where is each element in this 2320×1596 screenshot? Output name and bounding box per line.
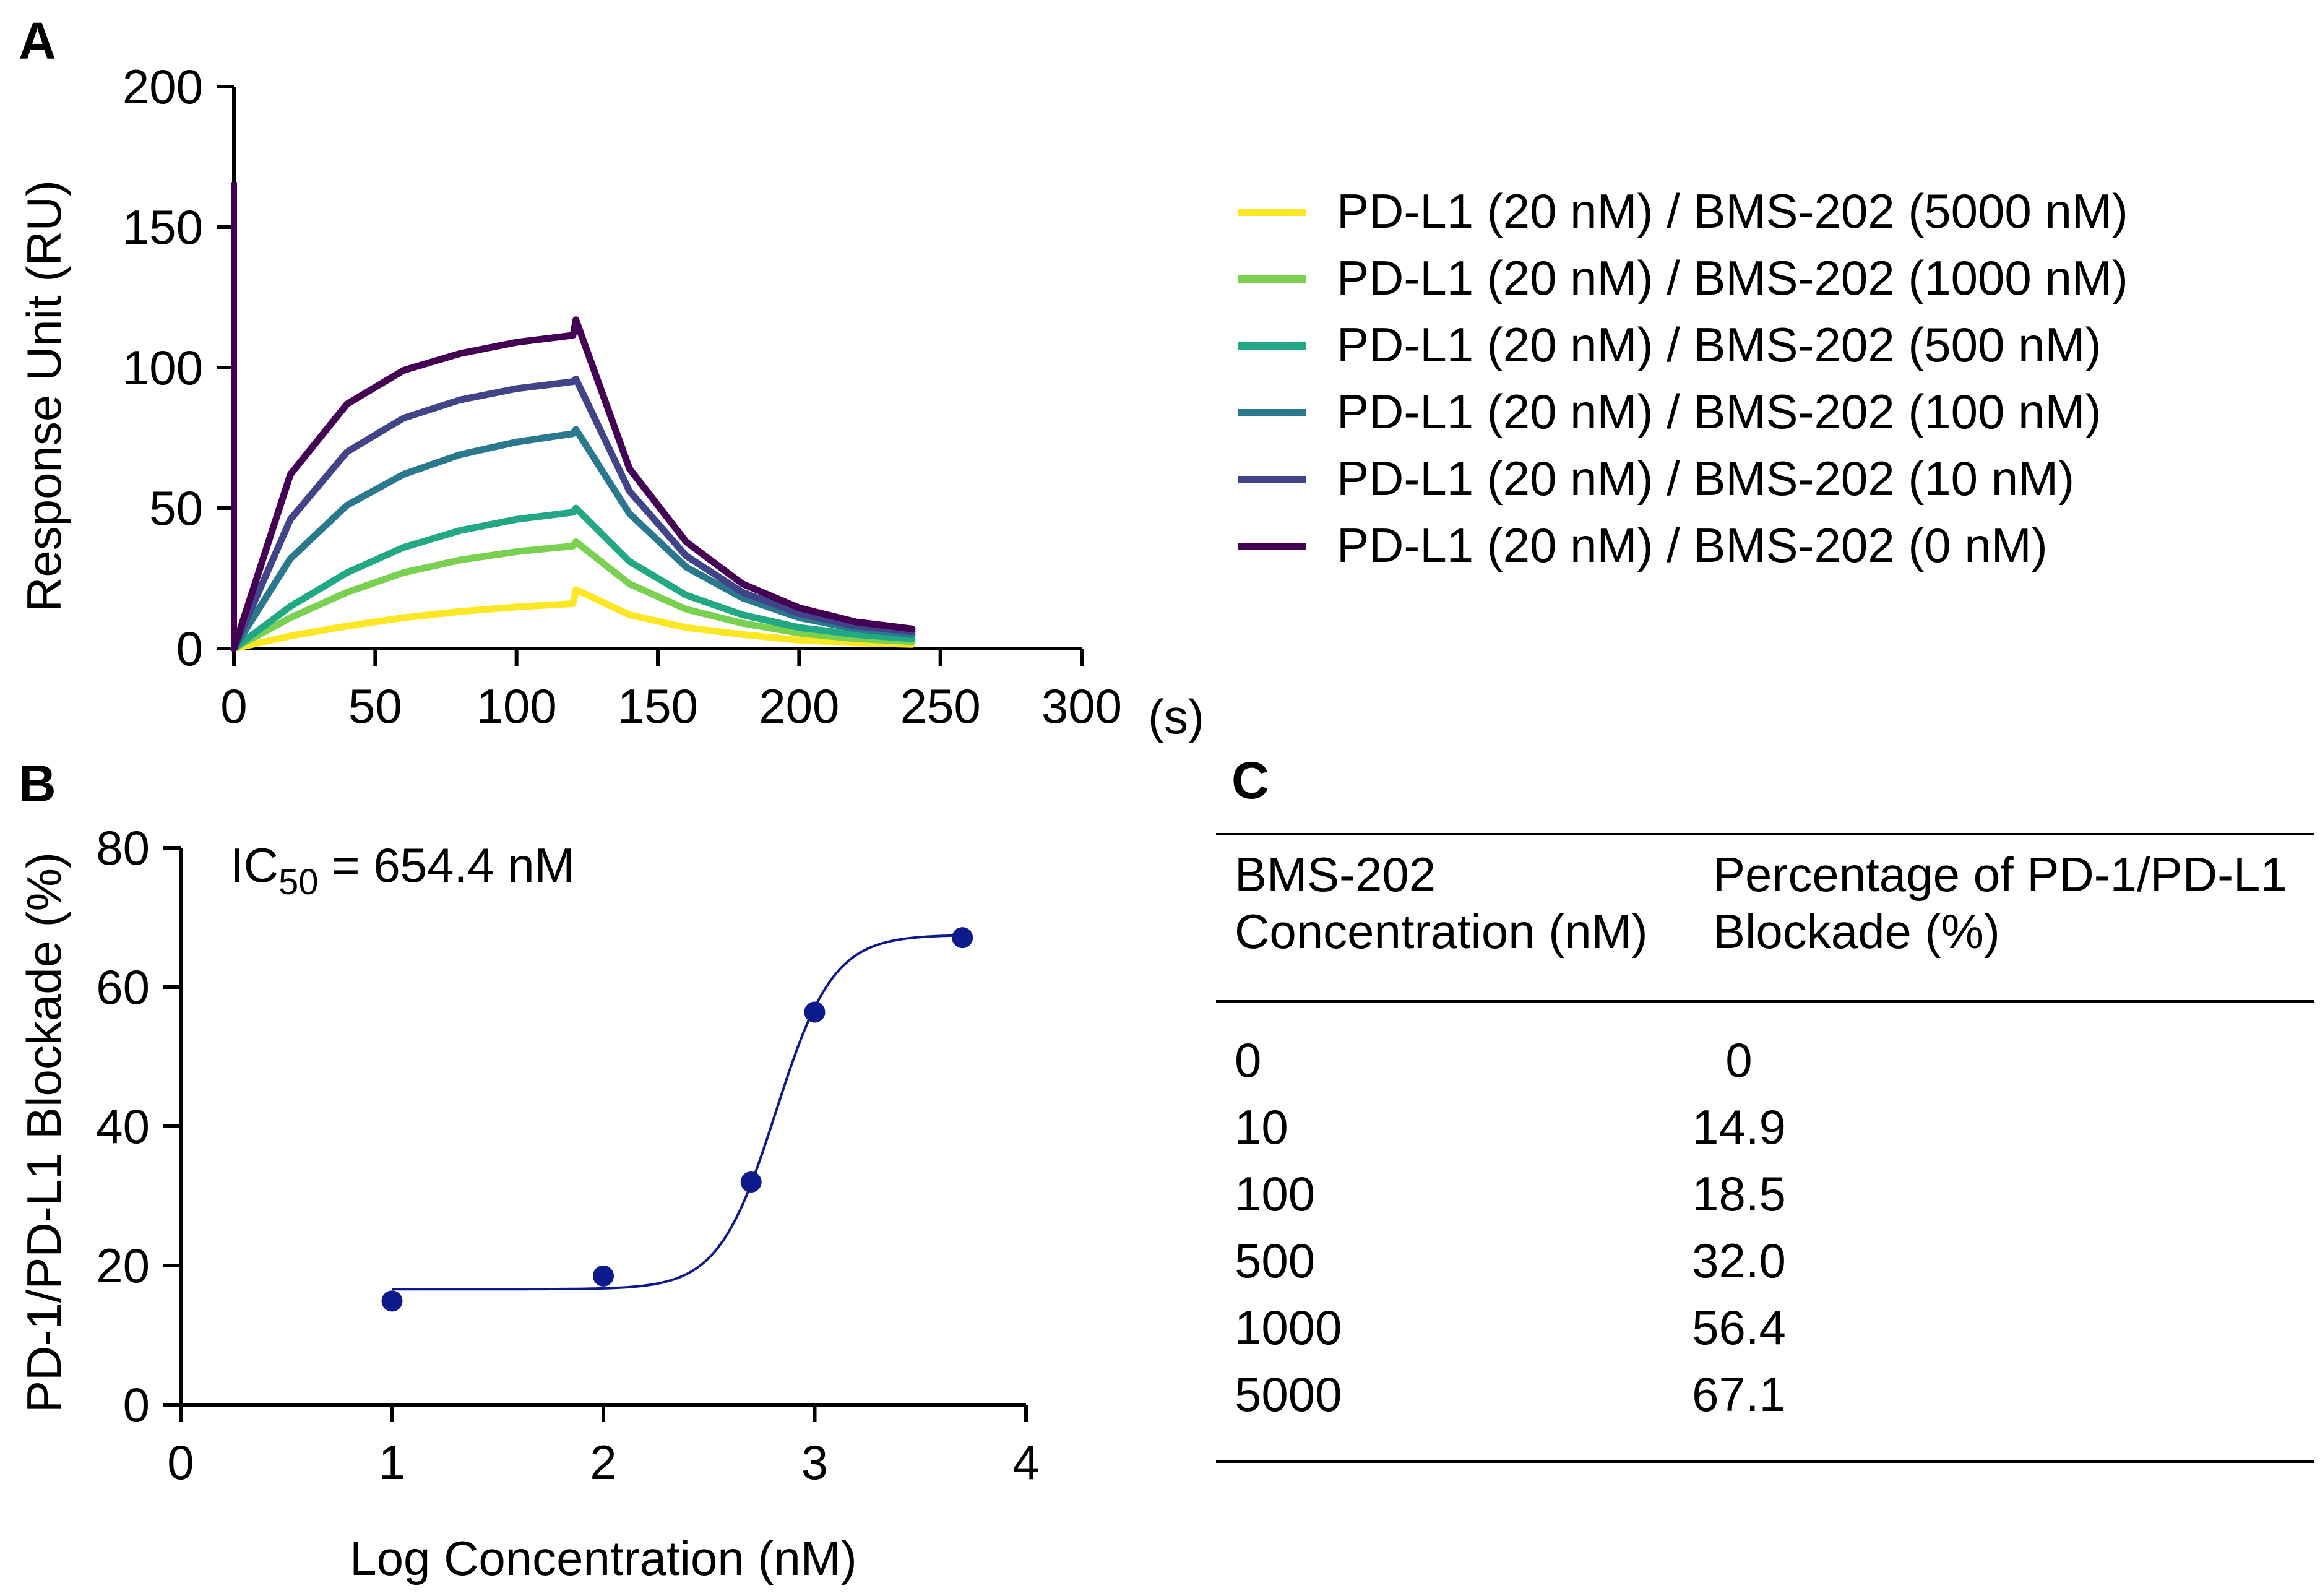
table-header-col1-line1: BMS-202 (1235, 847, 1436, 902)
chart-a-x-tick-label: 150 (618, 679, 698, 733)
chart-a-series-line (230, 316, 916, 652)
panel-b-letter: B (19, 754, 56, 813)
chart-a-legend: PD-L1 (20 nM) / BMS-202 (5000 nM) PD-L1 (… (1238, 184, 2128, 572)
chart-a-y-tick-label: 200 (123, 59, 203, 114)
chart-b-y-tick-label: 20 (96, 1238, 150, 1293)
table-cell-blockade: 14.9 (1692, 1100, 1786, 1154)
table-header-col1-line2: Concentration (nM) (1235, 904, 1648, 959)
chart-b-data-point (593, 1265, 614, 1287)
chart-a-y-label: Response Unit (RU) (17, 180, 71, 612)
table-cell-concentration: 100 (1235, 1167, 1315, 1221)
chart-b-data-point (952, 927, 973, 949)
chart-b-data-point (740, 1171, 762, 1193)
table-cell-concentration: 5000 (1235, 1367, 1342, 1421)
chart-b-y-tick-label: 80 (96, 821, 150, 875)
ic50-suffix: = 654.4 nM (319, 838, 575, 892)
legend-label: PD-L1 (20 nM) / BMS-202 (500 nM) (1337, 317, 2101, 372)
chart-a-series-line (230, 538, 916, 652)
table-cell-concentration: 10 (1235, 1100, 1288, 1154)
chart-b-x-label: Log Concentration (nM) (350, 1531, 856, 1585)
table-cell-blockade: 0 (1725, 1033, 1752, 1087)
chart-a-series-line (230, 426, 916, 652)
chart-b-data-point (804, 1001, 826, 1023)
chart-a-series-line (230, 586, 916, 652)
table-cell-blockade: 18.5 (1692, 1167, 1786, 1221)
chart-a-x-tick-label: 300 (1041, 679, 1122, 733)
table-cell-blockade: 32.0 (1692, 1233, 1786, 1288)
legend-label: PD-L1 (20 nM) / BMS-202 (5000 nM) (1337, 184, 2128, 238)
legend-label: PD-L1 (20 nM) / BMS-202 (10 nM) (1337, 451, 2074, 506)
table-cell-concentration: 0 (1235, 1033, 1261, 1087)
chart-b-points (381, 927, 973, 1312)
chart-b-y-tick-label: 60 (96, 960, 150, 1014)
panel-c-letter: C (1231, 751, 1269, 809)
legend-label: PD-L1 (20 nM) / BMS-202 (1000 nM) (1337, 251, 2128, 305)
legend-label: PD-L1 (20 nM) / BMS-202 (0 nM) (1337, 518, 2048, 572)
chart-a-x-tick-label: 200 (759, 679, 839, 733)
chart-a-series (230, 182, 916, 652)
ic50-prefix: IC (230, 838, 278, 892)
chart-b-x-tick-label: 2 (590, 1435, 616, 1490)
chart-a-x-tick-label: 100 (477, 679, 557, 733)
chart-b-data-point (381, 1290, 403, 1312)
chart-a-y-tick-label: 0 (176, 621, 203, 676)
ic50-subscript: 50 (278, 862, 319, 902)
chart-a-y-tick-label: 100 (123, 340, 203, 395)
data-table: BMS-202 Concentration (nM) Percentage of… (1216, 833, 2314, 1463)
chart-a-x-tick-label: 0 (220, 679, 247, 733)
chart-a-x-tick-label: 50 (348, 679, 402, 733)
chart-b-x-tick-label: 1 (379, 1435, 405, 1490)
ic50-annotation: IC50 = 654.4 nM (230, 838, 575, 902)
chart-a-series-line (230, 504, 916, 652)
table-cell-blockade: 67.1 (1692, 1367, 1786, 1421)
chart-a-x-tick-label: 250 (900, 679, 981, 733)
table-header-col2-line1: Percentage of PD-1/PD-L1 (1713, 847, 2287, 902)
table-header-col2-line2: Blockade (%) (1713, 904, 2000, 959)
chart-a-x-unit: (s) (1148, 689, 1204, 744)
chart-b-fit-curve (392, 934, 963, 1291)
chart-b-x-tick-label: 0 (167, 1435, 194, 1490)
chart-a: 0 50 100 150 200 250 300 0 50 100 150 200 Response … (17, 59, 1204, 744)
chart-a-series-line (230, 375, 916, 652)
table-cell-blockade: 56.4 (1692, 1300, 1786, 1355)
chart-b-y-tick-label: 0 (123, 1378, 150, 1432)
table-cell-concentration: 1000 (1235, 1300, 1342, 1355)
chart-b-y-tick-label: 40 (96, 1099, 150, 1154)
legend-label: PD-L1 (20 nM) / BMS-202 (100 nM) (1337, 384, 2101, 439)
chart-a-y-tick-label: 50 (149, 481, 203, 535)
chart-a-y-tick-label: 150 (123, 200, 203, 254)
chart-b-x-tick-label: 4 (1012, 1435, 1039, 1490)
panel-a-letter: A (19, 12, 56, 70)
table-cell-concentration: 500 (1235, 1233, 1315, 1288)
table-body: 0 0 10 14.9 100 18.5 500 32.0 1000 56.4 5000 67.1 (1235, 1033, 1786, 1421)
chart-b-y-label: PD-1/PD-L1 Blockade (%) (17, 852, 71, 1413)
chart-a-ticks: 0 50 100 150 200 250 300 0 50 100 150 200 (123, 59, 1122, 733)
chart-b-x-tick-label: 3 (801, 1435, 828, 1490)
